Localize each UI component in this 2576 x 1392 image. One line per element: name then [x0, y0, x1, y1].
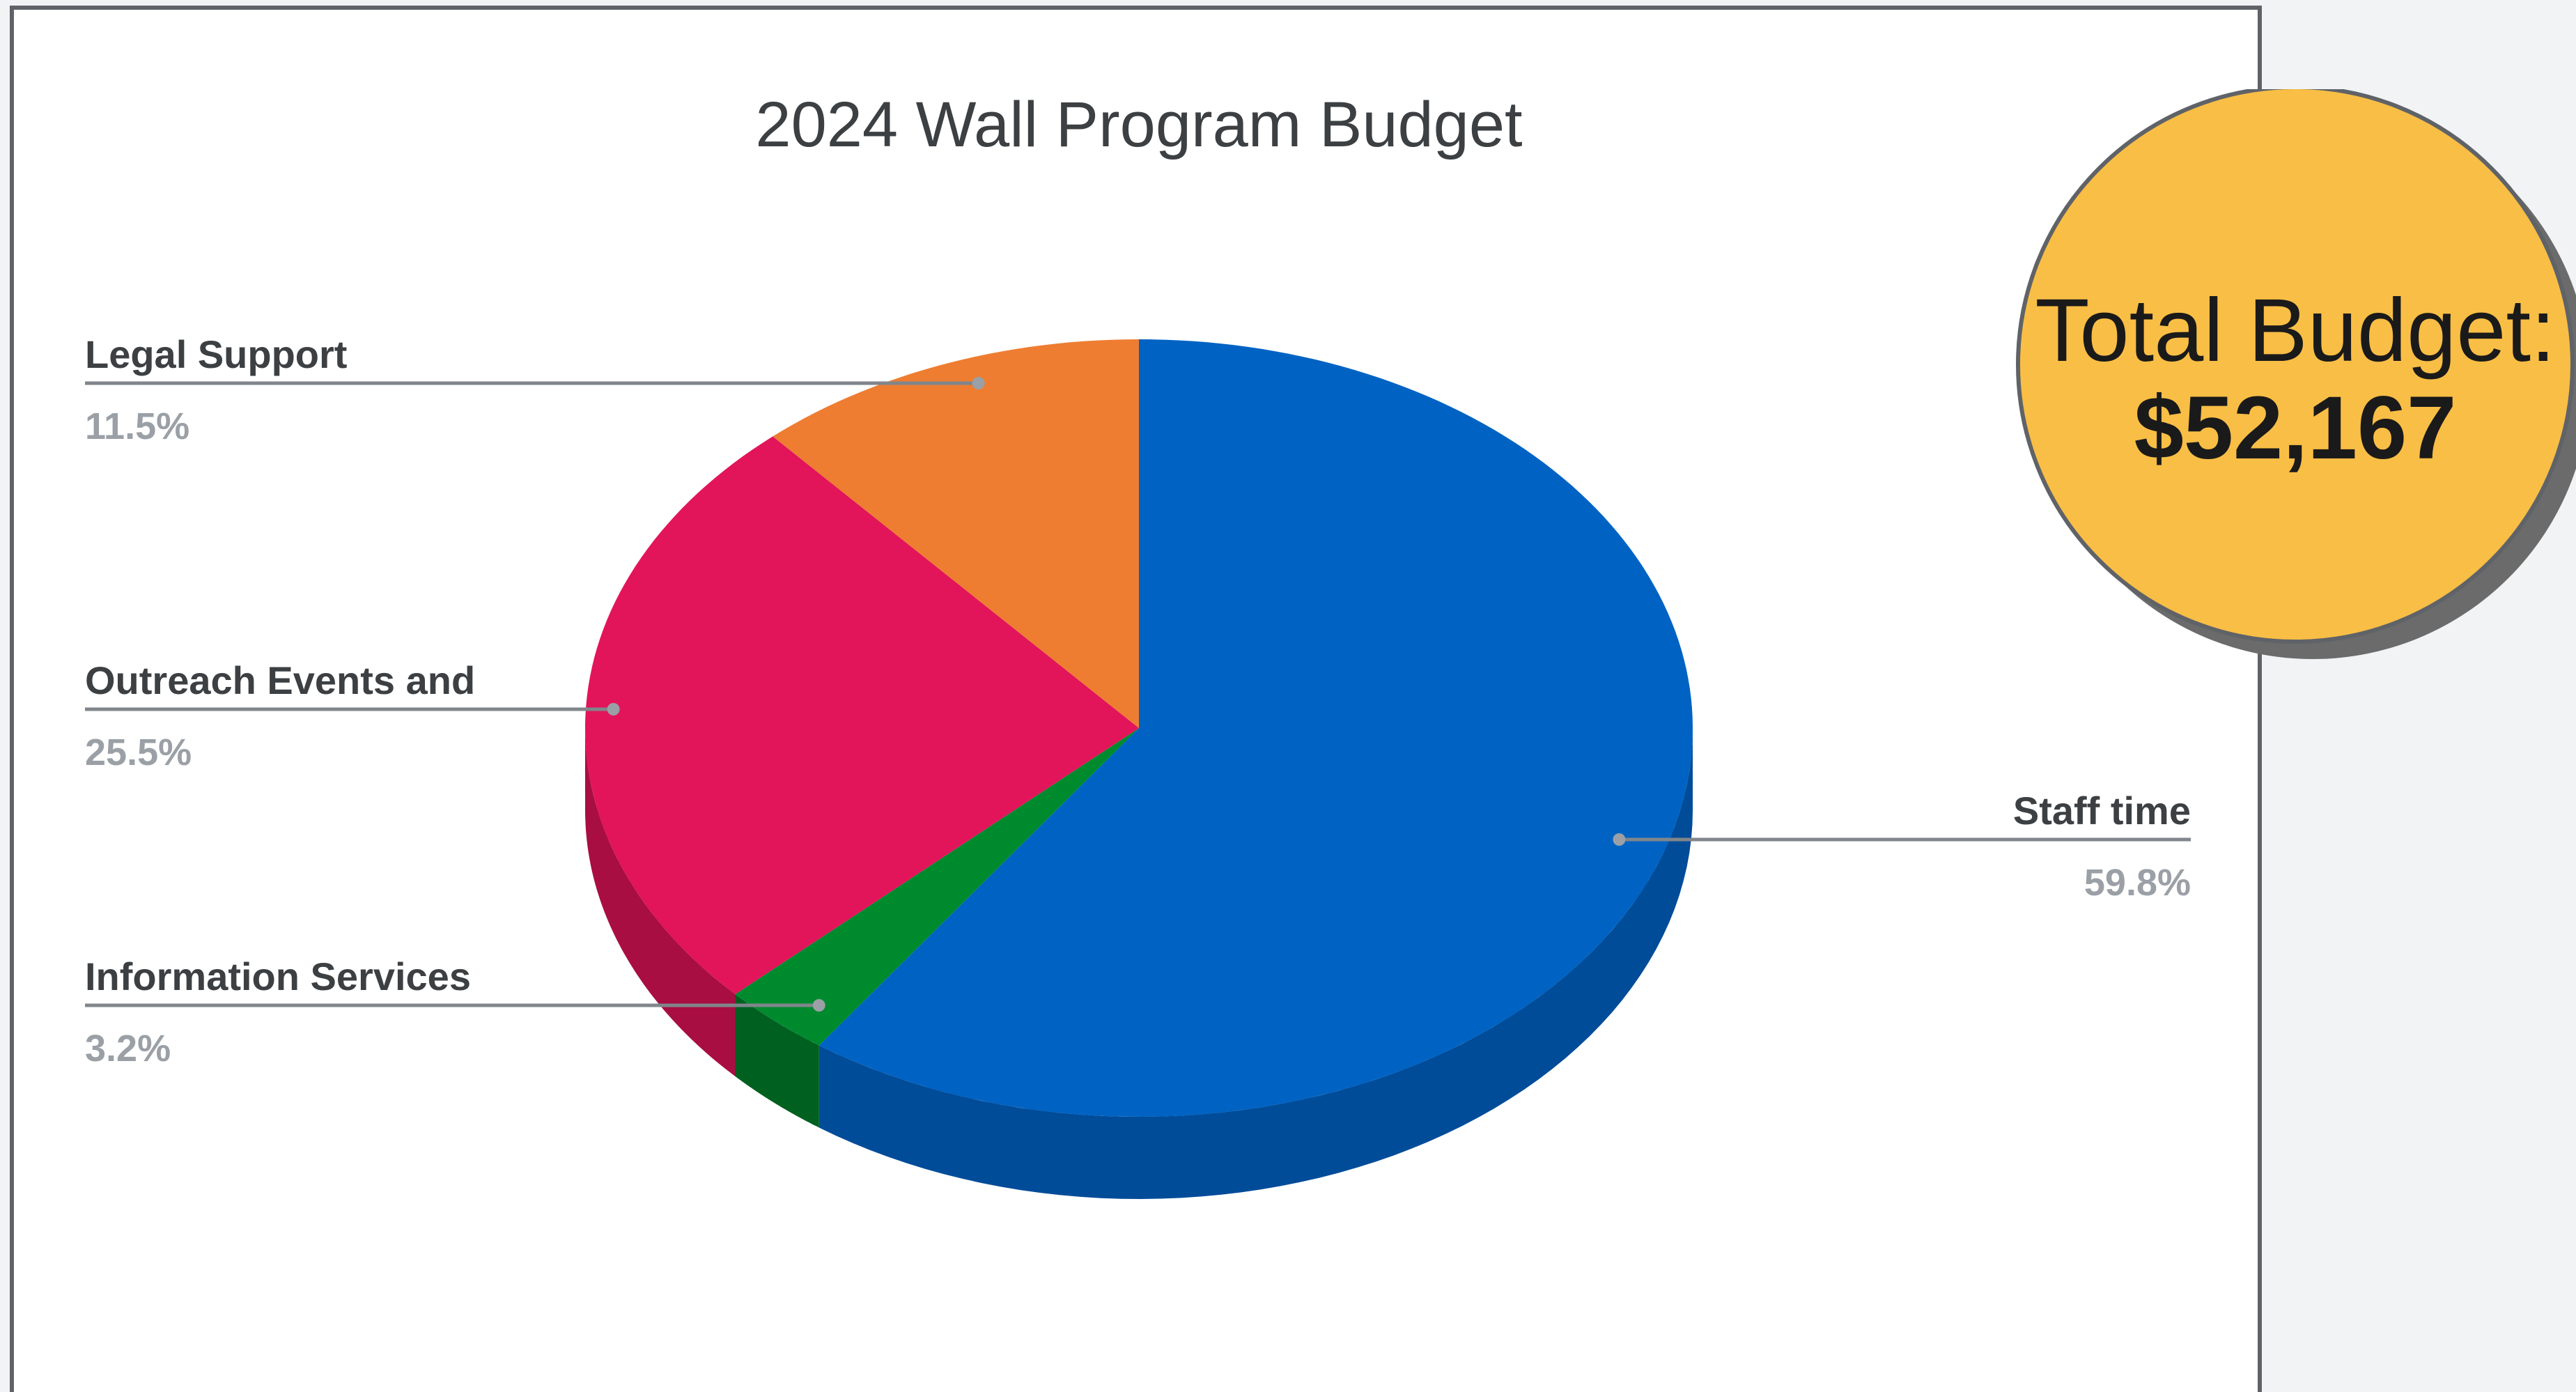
slice-label-staff-time: Staff time — [2013, 789, 2191, 833]
pie-slice-information-services[interactable] — [735, 728, 1140, 1046]
leader-dot-outreach-events-and — [607, 703, 620, 716]
slice-label-legal-support: Legal Support — [85, 332, 347, 376]
pie-slice-outreach-events-and[interactable] — [585, 436, 1139, 994]
leader-dot-legal-support — [972, 377, 985, 389]
slice-value-staff-time: 59.8% — [2084, 862, 2191, 904]
pie-labels: Staff time 59.8% Information Services 3.2% O… — [85, 332, 2191, 1069]
pie-tops — [585, 339, 1693, 1117]
slice-value-information-services: 3.2% — [85, 1028, 171, 1069]
badge-circle — [2016, 89, 2575, 644]
leader-dot-information-services — [812, 999, 825, 1012]
slice-label-information-services: Information Services — [85, 954, 471, 998]
chart-title: 2024 Wall Program Budget — [755, 89, 1522, 160]
slice-value-outreach-events-and: 25.5% — [85, 732, 192, 773]
badge-value: $52,167 — [2134, 378, 2457, 478]
pie-side-outreach-events-and — [585, 728, 736, 1076]
pie-side-staff-time — [818, 728, 1693, 1199]
slice-label-outreach-events-and: Outreach Events and — [85, 658, 475, 702]
slice-value-legal-support: 11.5% — [85, 405, 189, 447]
leader-dot-staff-time — [1613, 833, 1626, 846]
pie-slice-staff-time[interactable] — [818, 339, 1693, 1117]
pie-slice-legal-support[interactable] — [773, 339, 1139, 728]
badge-label: Total Budget: — [2035, 281, 2555, 380]
pie-sides — [585, 728, 1693, 1199]
pie-side-information-services — [735, 994, 819, 1128]
total-budget-badge: Total Budget: $52,167 — [2016, 89, 2576, 659]
